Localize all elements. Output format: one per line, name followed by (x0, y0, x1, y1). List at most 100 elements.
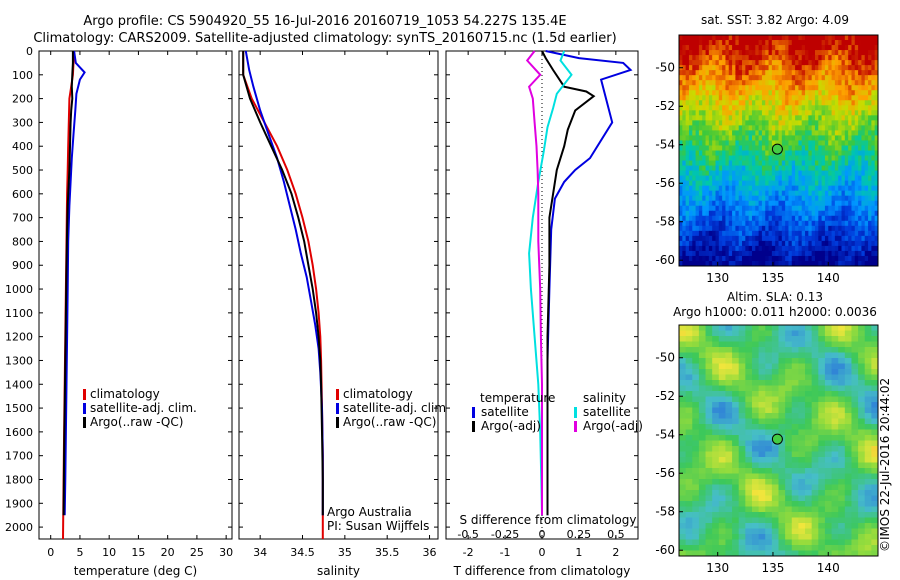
map-cell (735, 75, 740, 81)
map-cell (808, 105, 813, 111)
map-cell (778, 70, 783, 76)
y-tick-label: 200 (12, 93, 33, 106)
map-cell (851, 170, 856, 177)
map-cell (838, 435, 846, 442)
map-cell (718, 440, 727, 447)
map-cell (698, 95, 703, 101)
map-cell (858, 195, 863, 202)
map-cell (771, 402, 780, 409)
map-cell (705, 170, 710, 177)
map-cell (838, 205, 843, 212)
map-cell (838, 358, 846, 365)
map-cell (871, 155, 876, 162)
map-cell (848, 95, 853, 101)
map-cell (781, 40, 786, 46)
map-cell (785, 40, 790, 46)
map-cell (751, 457, 760, 464)
map-cell (828, 65, 833, 71)
map-cell (718, 435, 727, 442)
map-cell (798, 90, 803, 96)
map-cell (755, 200, 760, 207)
map-cell (708, 220, 713, 227)
map-cell (725, 190, 730, 197)
map-cell (778, 506, 786, 513)
map-cell (874, 155, 878, 162)
map-cell (851, 446, 859, 453)
map-cell (698, 545, 707, 552)
map-cell (854, 65, 859, 71)
map-cell (725, 407, 733, 414)
map-cell (864, 125, 869, 132)
map-cell (781, 250, 786, 257)
map-cell (828, 170, 833, 177)
map-cell (745, 115, 750, 121)
map-cell (831, 490, 839, 497)
map-cell (758, 374, 766, 381)
map-cell (858, 140, 863, 147)
map-cell (765, 105, 770, 111)
map-cell (745, 446, 753, 453)
map-cell (791, 517, 799, 524)
map-cell (775, 175, 780, 182)
y-tick-label: -54 (655, 428, 675, 442)
map-cell (805, 175, 809, 182)
secondary-tick-label: 0.5 (607, 528, 625, 541)
map-cell (824, 150, 829, 157)
map-cell (841, 165, 846, 172)
map-cell (864, 240, 869, 247)
map-cell (844, 462, 853, 469)
map-cell (725, 50, 730, 56)
map-cell (824, 230, 829, 237)
map-cell (808, 125, 813, 132)
map-cell (818, 451, 826, 458)
map-cell (725, 160, 730, 167)
map-cell (851, 245, 856, 252)
map-cell (818, 135, 823, 142)
map-cell (771, 45, 776, 51)
map-cell (705, 240, 710, 247)
map-cell (791, 539, 799, 546)
map-cell (851, 80, 856, 86)
map-cell (722, 105, 727, 111)
map-cell (758, 85, 763, 91)
map-cell (765, 523, 773, 530)
map-cell (808, 180, 813, 187)
map-cell (698, 105, 703, 111)
map-cell (864, 523, 872, 530)
map-cell (712, 125, 717, 132)
map-cell (798, 175, 803, 182)
map-cell (702, 120, 707, 126)
map-cell (811, 55, 816, 61)
map-cell (834, 180, 839, 187)
map-cell (818, 490, 826, 497)
map-cell (844, 150, 849, 157)
plot-frame (238, 50, 439, 540)
map-cell (871, 75, 876, 81)
map-cell (755, 100, 760, 106)
map-cell (861, 155, 866, 162)
map-cell (798, 545, 806, 552)
map-cell (824, 413, 833, 420)
x-tick-label: 34.5 (290, 546, 315, 559)
map-cell (781, 95, 786, 101)
map-cell (758, 35, 763, 41)
map-cell (805, 205, 809, 212)
map-cell (705, 358, 713, 365)
y-tick-label: -60 (655, 253, 675, 267)
map-cell (781, 180, 786, 187)
map-cell (861, 100, 866, 106)
map-cell (698, 413, 707, 420)
map-cell (801, 160, 806, 167)
map-cell (718, 135, 723, 142)
map-cell (698, 35, 703, 41)
map-cell (712, 230, 717, 237)
map-cell (705, 50, 710, 56)
map-cell (698, 534, 707, 541)
map-cell (698, 363, 707, 370)
map-cell (785, 358, 793, 365)
map-cell (775, 135, 780, 142)
map-cell (795, 160, 799, 167)
map-cell (692, 45, 697, 51)
map-cell (679, 550, 687, 556)
